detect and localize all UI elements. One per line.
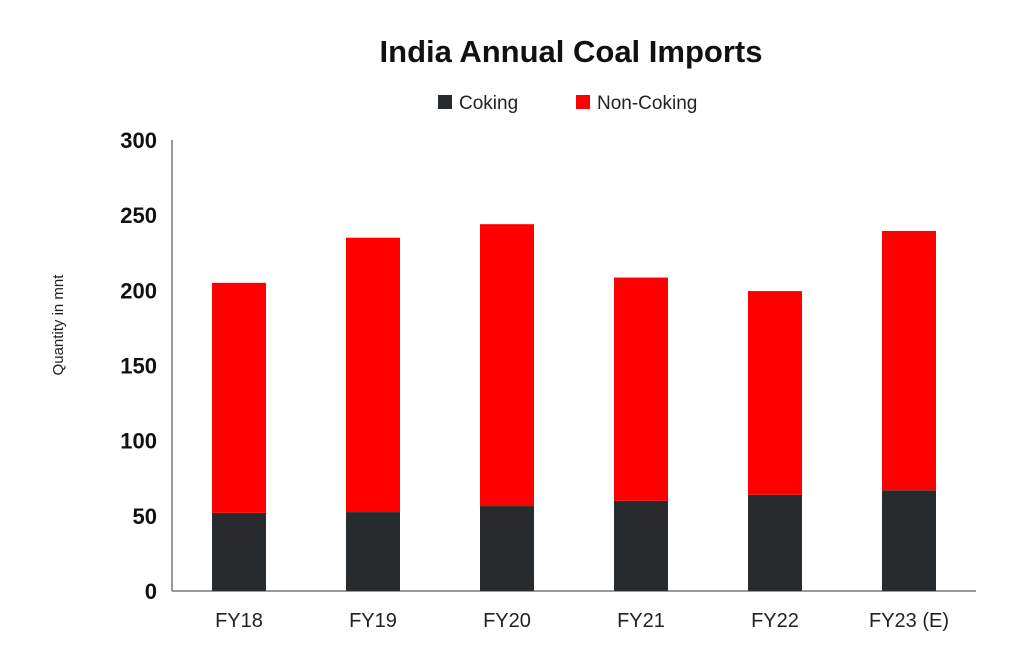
legend-swatch-non-coking [576,95,590,109]
y-tick-label: 0 [145,579,157,604]
bar-non-coking-fy20 [480,224,534,507]
x-tick-label: FY22 [751,610,799,632]
bar-coking-fy22 [748,494,802,591]
bar-non-coking-fy22 [748,291,802,495]
legend-swatch-coking [438,95,452,109]
y-axis-label: Quantity in mnt [50,274,67,376]
y-tick-label: 150 [120,354,157,379]
legend-label-coking: Coking [459,93,518,114]
x-tick-label: FY19 [349,610,397,632]
chart-title: India Annual Coal Imports [380,34,763,69]
legend-item-non-coking: Non-Coking [576,93,697,114]
x-tick-label: FY23 (E) [869,610,949,632]
x-tick-label: FY21 [617,610,665,632]
bar-coking-fy18 [212,512,266,591]
x-tick-label: FY20 [483,610,531,632]
legend-label-non-coking: Non-Coking [597,93,697,114]
bar-coking-fy21 [614,500,668,591]
bars [212,224,936,591]
y-tick-label: 300 [120,128,157,153]
y-tick-label: 50 [133,504,157,529]
legend: Coking Non-Coking [438,93,697,114]
bar-non-coking-fy23-e [882,230,936,491]
x-tick-label: FY18 [215,610,263,632]
bar-non-coking-fy21 [614,277,668,501]
bar-non-coking-fy18 [212,282,266,513]
bar-coking-fy20 [480,506,534,591]
y-tick-label: 250 [120,203,157,228]
y-tick-label: 100 [120,429,157,454]
legend-item-coking: Coking [438,93,518,114]
x-axis-ticks: FY18 FY19 FY20 FY21 FY22 FY23 (E) [215,610,949,632]
bar-coking-fy19 [346,512,400,591]
bar-non-coking-fy19 [346,237,400,513]
bar-coking-fy23-e [882,490,936,591]
y-axis-ticks: 0 50 100 150 200 250 300 [120,128,157,604]
y-tick-label: 200 [120,278,157,303]
